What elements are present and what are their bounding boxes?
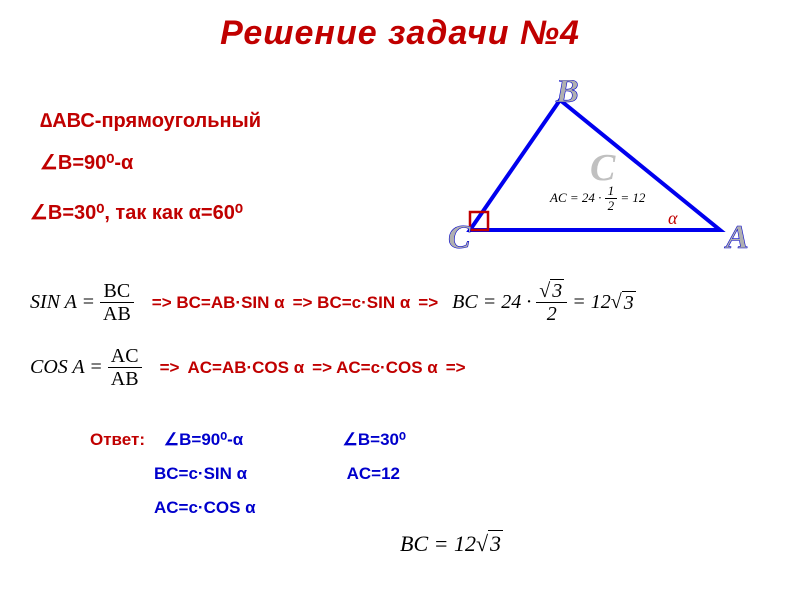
- answer-bc-formula: BC=c·SIN α: [154, 464, 247, 483]
- bc-result-formula: BC = 24 · 3 2 = 12 3: [452, 280, 636, 325]
- answer-b-formula: ∠B=90⁰-α: [164, 430, 243, 449]
- bc-rhs-den: 2: [536, 303, 567, 325]
- sin-imp2: => BC=c·SIN α: [293, 293, 411, 313]
- bc-final-answer: BC = 12 3: [400, 530, 503, 557]
- bc-final-sqrt: 3: [488, 530, 503, 557]
- ac-frac-num: 1: [605, 184, 618, 199]
- sqrt-icon-2: [476, 531, 488, 557]
- ac-lhs: AC = 24 ·: [550, 190, 601, 205]
- cos-fraction: AC AB: [108, 345, 142, 390]
- cos-imp2: => AC=c·COS α: [312, 358, 438, 378]
- answer-ac-value: AC=12: [347, 464, 400, 483]
- bc-rhs-eq: = 12: [572, 291, 611, 314]
- ac-inline-formula: AC = 24 · 1 2 = 12: [550, 184, 645, 214]
- triangle-diagram: B C A C α: [410, 80, 780, 280]
- sin-den: AB: [100, 303, 134, 325]
- bc-final-lhs: BC = 12: [400, 531, 476, 557]
- sqrt-icon: [611, 291, 622, 314]
- cos-row: COS A = AC AB => AC=AB·COS α => AC=c·COS…: [30, 345, 466, 390]
- sin-fraction: BC AB: [100, 280, 134, 325]
- answer-block: Ответ: ∠B=90⁰-α ∠В=30⁰ BC=c·SIN α AC=12 …: [90, 430, 406, 532]
- ac-fraction: 1 2: [605, 184, 618, 214]
- answer-b-value: ∠В=30⁰: [343, 430, 406, 449]
- bc-rhs-num: 3: [536, 280, 567, 303]
- cos-imp1: =>: [160, 358, 180, 378]
- cos-num: AC: [108, 345, 142, 368]
- alpha-label: α: [668, 208, 678, 228]
- vertex-a-label: A: [724, 219, 749, 256]
- answer-ac-formula: AC=c·COS α: [154, 498, 256, 517]
- cos-imp1b: AC=AB·COS α: [187, 358, 304, 378]
- bc-rhs-sqrt-num: 3: [550, 279, 564, 302]
- sin-imp3: =>: [418, 293, 438, 313]
- ac-frac-den: 2: [605, 199, 618, 213]
- vertex-c-label: C: [448, 219, 471, 256]
- sin-imp1: => BC=AB·SIN α: [152, 293, 285, 313]
- answer-label: Ответ:: [90, 430, 145, 449]
- sin-num: BC: [100, 280, 134, 303]
- cos-lhs: COS A =: [30, 356, 103, 379]
- slide-title: Решение задачи №4: [0, 0, 800, 53]
- given-triangle-type: ∆АВС-прямоугольный: [40, 110, 261, 133]
- vertex-b-label: B: [555, 80, 579, 110]
- bc-rhs-sqrt: 3: [622, 291, 636, 315]
- sin-formula: SIN A = BC AB: [30, 280, 134, 325]
- bc-rhs-lhs: BC = 24 ·: [452, 291, 531, 314]
- ac-rhs: = 12: [620, 190, 645, 205]
- given-angle-b-formula: ∠В=90⁰-α: [40, 150, 133, 175]
- cos-imp3: =>: [446, 358, 466, 378]
- bc-rhs-frac: 3 2: [536, 280, 567, 325]
- cos-den: AB: [108, 368, 142, 390]
- cos-formula: COS A = AC AB: [30, 345, 142, 390]
- sin-row: SIN A = BC AB => BC=AB·SIN α => BC=c·SIN…: [30, 280, 636, 325]
- given-angle-b-value: ∠В=30⁰, так как α=60⁰: [30, 200, 243, 225]
- sin-lhs: SIN A =: [30, 291, 95, 314]
